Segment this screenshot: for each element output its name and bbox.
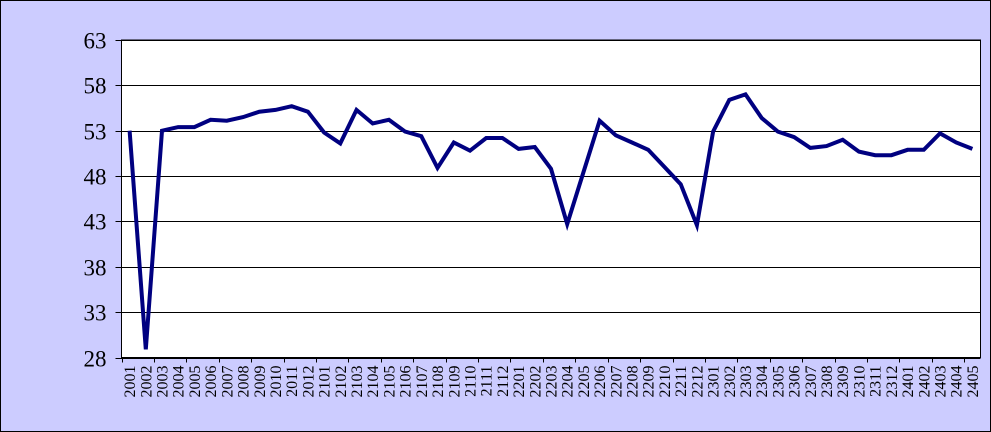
x-axis-label: 2012 [300,366,317,398]
x-axis-label: 2201 [511,366,528,398]
x-axis-labels: 2001 2002 2003 2004 2005 2006 2007 2008 2009 2010… [122,365,982,397]
x-axis-label: 2310 [851,366,868,398]
x-axis-label: 2301 [706,366,723,398]
x-axis-label: 2104 [365,366,382,398]
x-axis-label: 2206 [592,366,609,398]
series-line [127,92,974,350]
x-axis-label: 2305 [770,366,787,398]
x-axis-label: 2403 [932,366,949,398]
y-axis-label: 63 [84,29,107,54]
x-axis-label: 2302 [722,366,739,398]
x-axis-label: 2304 [754,366,771,398]
x-axis-label: 2107 [414,366,431,398]
y-axis-label: 33 [84,301,107,326]
x-axis-label: 2103 [349,366,366,398]
x-axis-label: 2005 [187,366,204,398]
x-axis-label: 2404 [949,366,966,398]
x-axis-label: 2111 [479,366,496,397]
x-axis-label: 2007 [219,366,236,398]
x-axis-label: 2001 [122,366,139,398]
y-axis-ticks [115,40,122,359]
x-axis-label: 2112 [495,365,512,396]
x-axis-label: 2009 [252,366,269,398]
y-axis-label: 53 [84,120,107,145]
x-axis-label: 2202 [527,366,544,398]
x-axis-label: 2205 [576,366,593,398]
x-axis-label: 2303 [738,366,755,398]
plot-border [121,39,981,358]
y-axis-label: 48 [84,165,107,190]
gridlines [121,40,981,359]
x-axis-label: 2011 [284,366,301,397]
x-axis-label: 2102 [333,366,350,398]
y-axis-label: 43 [84,210,107,235]
x-axis-label: 2401 [900,366,917,398]
x-axis-label: 2101 [317,366,334,398]
x-axis-label: 2002 [138,366,155,398]
y-axis-labels: 28 33 38 43 48 53 58 63 [84,29,107,372]
plot-area [121,40,981,358]
x-axis-label: 2203 [544,366,561,398]
x-axis-label: 2311 [868,366,885,397]
x-axis-label: 2210 [657,366,674,398]
y-axis-label: 28 [84,347,107,372]
x-axis-label: 2405 [965,366,982,398]
x-axis-label: 2105 [381,366,398,398]
y-axis-label: 58 [84,74,107,99]
x-axis-label: 2008 [236,366,253,398]
x-axis-label: 2004 [171,366,188,398]
x-axis-label: 2110 [462,366,479,397]
x-axis-label: 2306 [787,366,804,398]
x-axis-label: 2212 [689,366,706,398]
y-axis-label: 38 [84,256,107,281]
x-axis-label: 2204 [560,366,577,398]
x-axis-label: 2003 [155,366,172,398]
x-axis-label: 2402 [916,366,933,398]
x-axis-label: 2312 [884,366,901,398]
x-axis-label: 2211 [673,366,690,397]
x-axis-label: 2010 [268,366,285,398]
x-axis-label: 2108 [430,366,447,398]
x-axis-label: 2307 [803,366,820,398]
x-axis-label: 2207 [608,366,625,398]
x-axis-label: 2309 [835,366,852,398]
x-axis-label: 2106 [398,366,415,398]
x-axis-label: 2109 [446,366,463,398]
x-axis-label: 2209 [641,366,658,398]
x-axis-label: 2308 [819,366,836,398]
x-axis-ticks [122,357,965,363]
x-axis-label: 2006 [203,366,220,398]
x-axis-label: 2208 [625,366,642,398]
